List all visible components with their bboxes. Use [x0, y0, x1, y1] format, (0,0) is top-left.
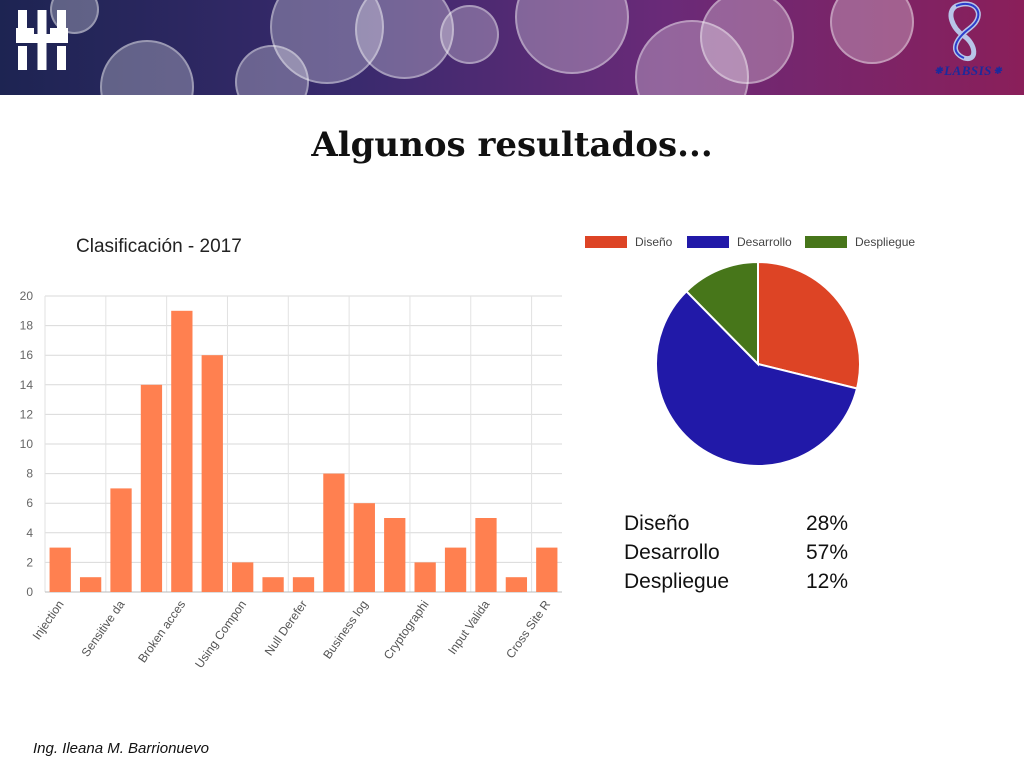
header-banner: ⁕LABSIS⁕: [0, 0, 1024, 95]
y-tick-label: 14: [20, 378, 34, 392]
legend-swatch: [687, 236, 729, 248]
bar: [505, 577, 528, 592]
y-tick-label: 6: [26, 496, 33, 510]
pie-slice: [757, 260, 861, 390]
bar: [171, 310, 193, 592]
x-tick-label: Input Valida: [445, 597, 492, 656]
legend-swatch: [805, 236, 847, 248]
percent-value: 57%: [806, 541, 849, 564]
y-tick-label: 0: [26, 585, 33, 599]
x-tick-label: Business log: [320, 598, 370, 662]
legend-swatch: [585, 236, 627, 248]
decor-bubble: [515, 0, 629, 74]
percent-table: Diseño 28% Desarrollo 57% Despliegue 12%: [624, 512, 864, 599]
pie-slice: [655, 289, 859, 467]
percent-name: Diseño: [624, 512, 690, 535]
bar: [110, 488, 132, 592]
decor-bubble: [830, 0, 914, 64]
bar: [201, 355, 223, 592]
bar: [262, 577, 284, 592]
bar: [79, 577, 102, 592]
legend-label: Desarrollo: [737, 235, 792, 249]
percent-name: Desarrollo: [624, 541, 720, 564]
infinity-8-icon: [948, 1, 981, 62]
y-tick-label: 10: [20, 437, 34, 451]
bar: [232, 562, 254, 592]
bar: [536, 547, 558, 592]
labsis-logo-text: ⁕LABSIS⁕: [932, 63, 1004, 78]
x-tick-label: Injection: [30, 598, 67, 643]
bar: [414, 562, 436, 592]
y-tick-label: 12: [20, 407, 34, 421]
legend-label: Despliegue: [855, 235, 916, 249]
bar: [475, 518, 497, 592]
y-tick-label: 16: [20, 348, 34, 362]
x-tick-label: Broken acces: [135, 598, 188, 666]
x-tick-label: Sensitive da: [79, 597, 128, 659]
bar: [444, 547, 467, 592]
y-tick-label: 20: [20, 289, 34, 303]
bar-chart: 0 2 4 6 8 10 12 14 16 18 20 Injection Sensitive da Br…: [20, 289, 562, 671]
pie-legend: Diseño Desarrollo Despliegue: [585, 235, 945, 253]
y-tick-label: 4: [26, 526, 33, 540]
bar: [292, 577, 315, 592]
x-tick-label: Using Compon: [192, 598, 249, 671]
bar: [353, 503, 375, 592]
author-footer: Ing. Ileana M. Barrionuevo: [33, 740, 209, 757]
percent-row: Desarrollo 57%: [624, 541, 864, 570]
x-tick-label: Cross Site R: [503, 597, 553, 660]
decor-bubble: [700, 0, 794, 84]
decor-bubble: [440, 5, 499, 64]
legend-label: Diseño: [635, 235, 673, 249]
bar: [384, 518, 406, 592]
y-tick-label: 18: [20, 319, 34, 333]
utn-logo-icon: [16, 10, 68, 70]
percent-value: 28%: [806, 512, 849, 535]
y-tick-label: 2: [26, 555, 33, 569]
bar: [140, 384, 163, 592]
bar: [323, 473, 345, 592]
percent-row: Despliegue 12%: [624, 570, 864, 599]
percent-row: Diseño 28%: [624, 512, 864, 541]
bar-chart-title: Clasificación - 2017: [76, 236, 242, 257]
bar: [49, 547, 71, 592]
x-tick-label: Cryptographi: [381, 598, 432, 662]
y-tick-label: 8: [26, 467, 33, 481]
slide-title: Algunos resultados...: [311, 125, 713, 165]
percent-name: Despliegue: [624, 570, 730, 593]
decor-bubble: [355, 0, 454, 79]
decor-bubble: [100, 40, 194, 95]
pie-slice: [685, 260, 759, 367]
pie-chart: [655, 260, 861, 467]
percent-value: 12%: [806, 570, 849, 593]
x-tick-label: Null Derefer: [262, 598, 310, 658]
